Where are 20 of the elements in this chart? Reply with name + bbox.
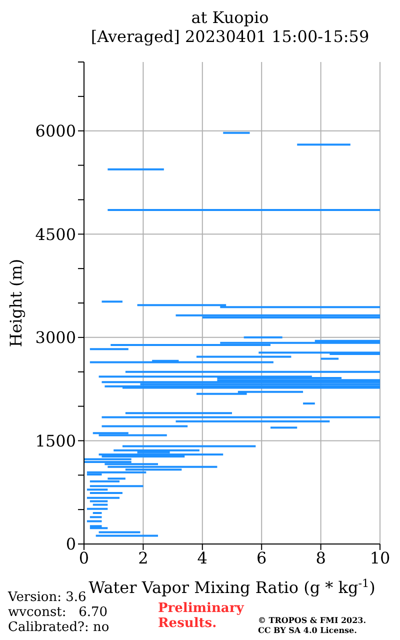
text: Version: 3.6 (8, 590, 86, 605)
x-tick-label: 4 (197, 548, 208, 568)
y-axis-title: Height (m) (6, 258, 26, 348)
text: wvconst: 6.70 (8, 605, 109, 620)
text: Preliminary Results. (158, 601, 246, 631)
chart-subtitle: [Averaged] 20230401 15:00-15:59 (90, 27, 370, 46)
x-axis-title: Water Vapor Mixing Ratio (g * kg$^{-1}$) (88, 576, 376, 597)
text: Calibrated?: no (8, 620, 110, 635)
text: © TROPOS & FMI 2023. CC BY SA 4.0 License. (258, 615, 368, 635)
x-tick-label: 6 (256, 548, 267, 568)
y-tick-label: 1500 (35, 431, 76, 450)
x-tick-label: 0 (78, 548, 90, 568)
x-tick-label: 10 (370, 548, 390, 568)
chart-title: at Kuopio (190, 8, 270, 27)
y-tick-label: 3000 (35, 328, 76, 348)
y-tick-label: 0 (66, 534, 76, 554)
x-tick-label: 2 (138, 548, 148, 568)
y-tick-label: 4500 (35, 224, 76, 244)
x-tick-label: 8 (316, 548, 326, 568)
y-tick-label: 6000 (35, 122, 76, 141)
